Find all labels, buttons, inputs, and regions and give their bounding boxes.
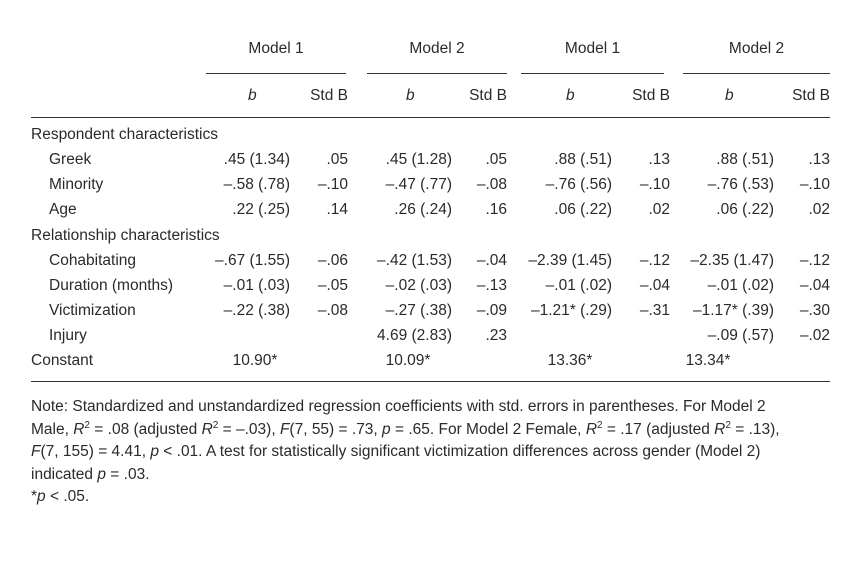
cell-b: .26 (.24) [394,201,452,218]
col-header-stdb: Std B [469,87,507,104]
cell-b: 10.09* [385,352,431,369]
note-line: *p < .05. [31,488,90,505]
cell-b: 4.69 (2.83) [377,327,452,344]
cell-b: –1.21* (.29) [531,302,612,319]
cell-b: .06 (.22) [554,201,612,218]
cell-b: .88 (.51) [716,151,774,168]
cell-b: –.09 (.57) [707,327,774,344]
cell-b: 10.90* [232,352,278,369]
cell-stdb: –.08 [317,302,348,319]
cell-b: –.27 (.38) [385,302,452,319]
cell-b: –.76 (.53) [707,176,774,193]
cell-stdb: –.04 [799,277,830,294]
model1b-group-rule [521,73,664,74]
cell-b: –.42 (1.53) [377,252,452,269]
cell-stdb: –.09 [476,302,507,319]
cell-stdb: –.06 [317,252,348,269]
cell-stdb: .13 [648,151,670,168]
cell-stdb: –.02 [799,327,830,344]
col-header-stdb: Std B [632,87,670,104]
cell-stdb: .02 [808,201,830,218]
row-label: Victimization [49,302,136,319]
cell-stdb: –.04 [476,252,507,269]
cell-stdb: –.10 [639,176,670,193]
row-label: Age [49,201,77,218]
cell-stdb: –.10 [317,176,348,193]
col-header-b: b [725,87,734,104]
table-bottom-rule [31,381,830,382]
note-line: Male, R2 = .08 (adjusted R2 = –.03), F(7… [31,419,780,438]
cell-stdb: –.05 [317,277,348,294]
col-header-b: b [566,87,575,104]
cell-b: .88 (.51) [554,151,612,168]
col-header-stdb: Std B [792,87,830,104]
note-line: indicated p = .03. [31,465,150,483]
cell-b: –2.39 (1.45) [528,252,612,269]
cell-b: –2.35 (1.47) [690,252,774,269]
cell-b: 13.34* [685,352,731,369]
cell-stdb: –.08 [476,176,507,193]
group-header: Model 2 [728,40,785,57]
row-label: Greek [49,151,92,168]
cell-b: –.01 (.02) [707,277,774,294]
note-line: Note: Standardized and unstandardized re… [31,398,766,415]
cell-stdb: –.31 [639,302,670,319]
group-header: Model 1 [248,40,304,57]
row-label: Constant [31,352,94,369]
group-header: Model 1 [564,40,621,57]
cell-stdb: –.12 [639,252,670,269]
table-note: Note: Standardized and unstandardized re… [31,396,831,509]
cell-stdb: .05 [326,151,348,168]
cell-stdb: .23 [485,327,507,344]
cell-stdb: –.30 [799,302,830,319]
model2-group-rule [367,73,507,74]
cell-b: –.47 (.77) [385,176,452,193]
cell-b: –.67 (1.55) [215,252,290,269]
model1-group-rule [206,73,346,74]
cell-b: –.22 (.38) [223,302,290,319]
model2b-group-rule [683,73,830,74]
cell-stdb: .05 [485,151,507,168]
cell-b: –1.17* (.39) [693,302,774,319]
note-line: F(7, 155) = 4.41, p < .01. A test for st… [31,443,761,460]
cell-b: –.76 (.56) [545,176,612,193]
cell-b: .45 (1.28) [385,151,452,168]
cell-stdb: .16 [485,201,507,218]
col-header-stdb: Std B [310,87,348,104]
row-label: Cohabitating [49,252,137,269]
cell-b: 13.36* [547,352,593,369]
cell-b: –.02 (.03) [385,277,452,294]
cell-b: .06 (.22) [716,201,774,218]
cell-stdb: –.10 [799,176,830,193]
row-label: Minority [49,176,104,193]
cell-stdb: –.13 [476,277,507,294]
section-relationship: Relationship characteristics [31,227,220,244]
cell-b: .22 (.25) [232,201,290,218]
group-header: Model 2 [409,40,465,57]
cell-stdb: .14 [326,201,348,218]
col-header-b: b [406,87,415,104]
cell-b: –.01 (.03) [223,277,290,294]
cell-b: –.01 (.02) [545,277,612,294]
section-respondent: Respondent characteristics [31,126,218,143]
header-bottom-rule [31,117,830,118]
cell-stdb: .13 [808,151,830,168]
cell-stdb: .02 [648,201,670,218]
col-header-b: b [248,87,257,104]
row-label: Duration (months) [49,277,174,294]
row-label: Injury [49,327,87,344]
cell-stdb: –.12 [799,252,830,269]
cell-b: .45 (1.34) [223,151,290,168]
cell-stdb: –.04 [639,277,670,294]
cell-b: –.58 (.78) [223,176,290,193]
